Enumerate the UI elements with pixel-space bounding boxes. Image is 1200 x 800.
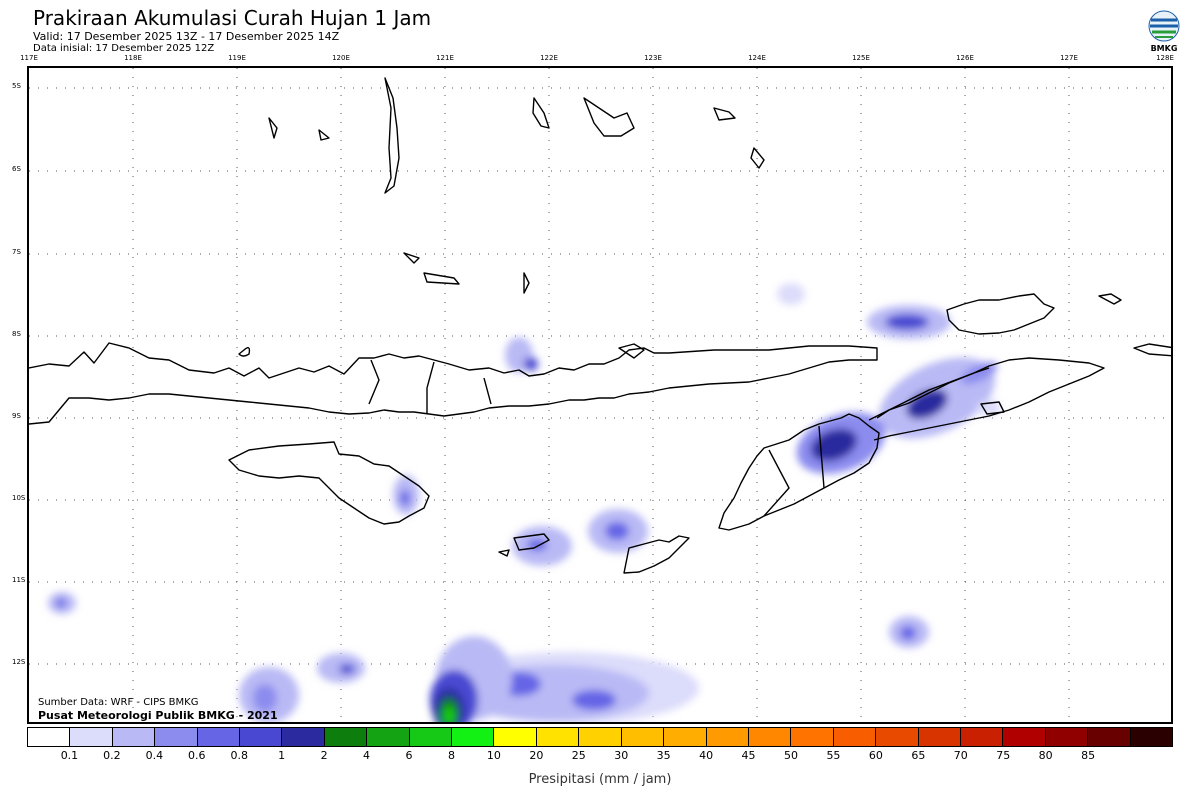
legend-swatch <box>579 728 622 746</box>
legend-label: 65 <box>911 749 926 762</box>
logo-label: BMKG <box>1150 44 1178 53</box>
legend-label: 0.1 <box>60 749 79 762</box>
precipitation-fields <box>48 283 1001 722</box>
lat-tick: 8S <box>12 330 21 338</box>
legend-label: 60 <box>868 749 883 762</box>
legend-swatch <box>621 728 665 746</box>
legend-swatch <box>1088 728 1131 746</box>
bmkg-logo-icon <box>1148 10 1180 42</box>
lon-tick: 119E <box>228 54 246 62</box>
legend-swatch <box>197 728 241 746</box>
legend-label: 6 <box>405 749 413 762</box>
legend-label: 40 <box>699 749 714 762</box>
lon-tick: 128E <box>1156 54 1174 62</box>
legend-label: 50 <box>784 749 798 762</box>
lon-tick: 123E <box>644 54 662 62</box>
legend-swatch <box>664 728 707 746</box>
legend-label: 45 <box>741 749 756 762</box>
lon-tick: 120E <box>332 54 350 62</box>
legend-swatch <box>112 728 156 746</box>
legend-label: 2 <box>320 749 328 762</box>
legend-swatch <box>1130 728 1172 746</box>
legend-label: 35 <box>656 749 671 762</box>
latitude-axis: 5S 6S 7S 8S 9S 10S 11S 12S <box>0 0 30 800</box>
legend-swatch <box>1003 728 1046 746</box>
legend-label: 10 <box>486 749 501 762</box>
legend-label: 70 <box>953 749 968 762</box>
data-source: Sumber Data: WRF - CIPS BMKG <box>38 697 199 708</box>
legend-swatch <box>536 728 580 746</box>
lon-tick: 126E <box>956 54 974 62</box>
legend-label: 8 <box>447 749 455 762</box>
legend-swatch <box>70 728 113 746</box>
valid-period: Valid: 17 Desember 2025 13Z - 17 Desembe… <box>33 30 340 43</box>
lon-tick: 118E <box>124 54 142 62</box>
legend-label: 20 <box>529 749 544 762</box>
legend-swatch <box>918 728 961 746</box>
legend-swatch <box>791 728 834 746</box>
lon-tick: 121E <box>436 54 454 62</box>
legend-label: 1 <box>278 749 286 762</box>
lat-tick: 12S <box>12 658 26 666</box>
legend-swatch <box>155 728 198 746</box>
precipitation-map[interactable] <box>27 66 1173 724</box>
legend-swatch <box>28 728 71 746</box>
legend-swatch <box>240 728 283 746</box>
legend-swatch <box>282 728 325 746</box>
lon-tick: 124E <box>748 54 766 62</box>
legend-labels: 0.1 0.2 0.4 0.6 0.8 1 2 4 6 8 10 20 25 30 35 40 45 50 55 60… <box>27 749 1173 763</box>
legend-label: 85 <box>1081 749 1096 762</box>
legend-label: 0.8 <box>230 749 248 762</box>
legend-swatch <box>367 728 410 746</box>
legend-title: Presipitasi (mm / jam) <box>528 772 672 787</box>
coastlines <box>29 77 1171 574</box>
organization-credit: Pusat Meteorologi Publik BMKG - 2021 <box>38 709 278 722</box>
legend-swatch <box>494 728 537 746</box>
legend-swatch <box>324 728 368 746</box>
legend-label: 4 <box>363 749 371 762</box>
lon-tick: 125E <box>852 54 870 62</box>
legend-swatch <box>706 728 749 746</box>
legend-swatch <box>833 728 877 746</box>
legend-swatch <box>748 728 792 746</box>
color-legend <box>27 727 1173 747</box>
lat-tick: 10S <box>12 494 26 502</box>
legend-swatch <box>876 728 919 746</box>
legend-label: 30 <box>614 749 629 762</box>
lon-tick: 122E <box>540 54 558 62</box>
map-title: Prakiraan Akumulasi Curah Hujan 1 Jam <box>33 6 432 30</box>
grid-lines <box>29 68 1171 722</box>
lat-tick: 11S <box>12 576 26 584</box>
legend-swatch <box>1045 728 1089 746</box>
lat-tick: 7S <box>12 248 21 256</box>
initial-data: Data inisial: 17 Desember 2025 12Z <box>33 43 215 54</box>
lat-tick: 9S <box>12 412 21 420</box>
legend-swatch <box>960 728 1004 746</box>
lat-tick: 6S <box>12 165 21 173</box>
legend-label: 0.6 <box>188 749 206 762</box>
longitude-axis: 117E 118E 119E 120E 121E 122E 123E 124E … <box>0 54 1200 66</box>
lat-tick: 5S <box>12 82 21 90</box>
lon-tick: 127E <box>1060 54 1078 62</box>
legend-label: 0.4 <box>145 749 164 762</box>
legend-label: 25 <box>571 749 586 762</box>
legend-swatch <box>409 728 453 746</box>
legend-swatch <box>452 728 495 746</box>
lon-tick: 117E <box>20 54 38 62</box>
legend-label: 0.2 <box>103 749 121 762</box>
legend-label: 80 <box>1038 749 1053 762</box>
legend-label: 55 <box>826 749 841 762</box>
legend-label: 75 <box>996 749 1011 762</box>
